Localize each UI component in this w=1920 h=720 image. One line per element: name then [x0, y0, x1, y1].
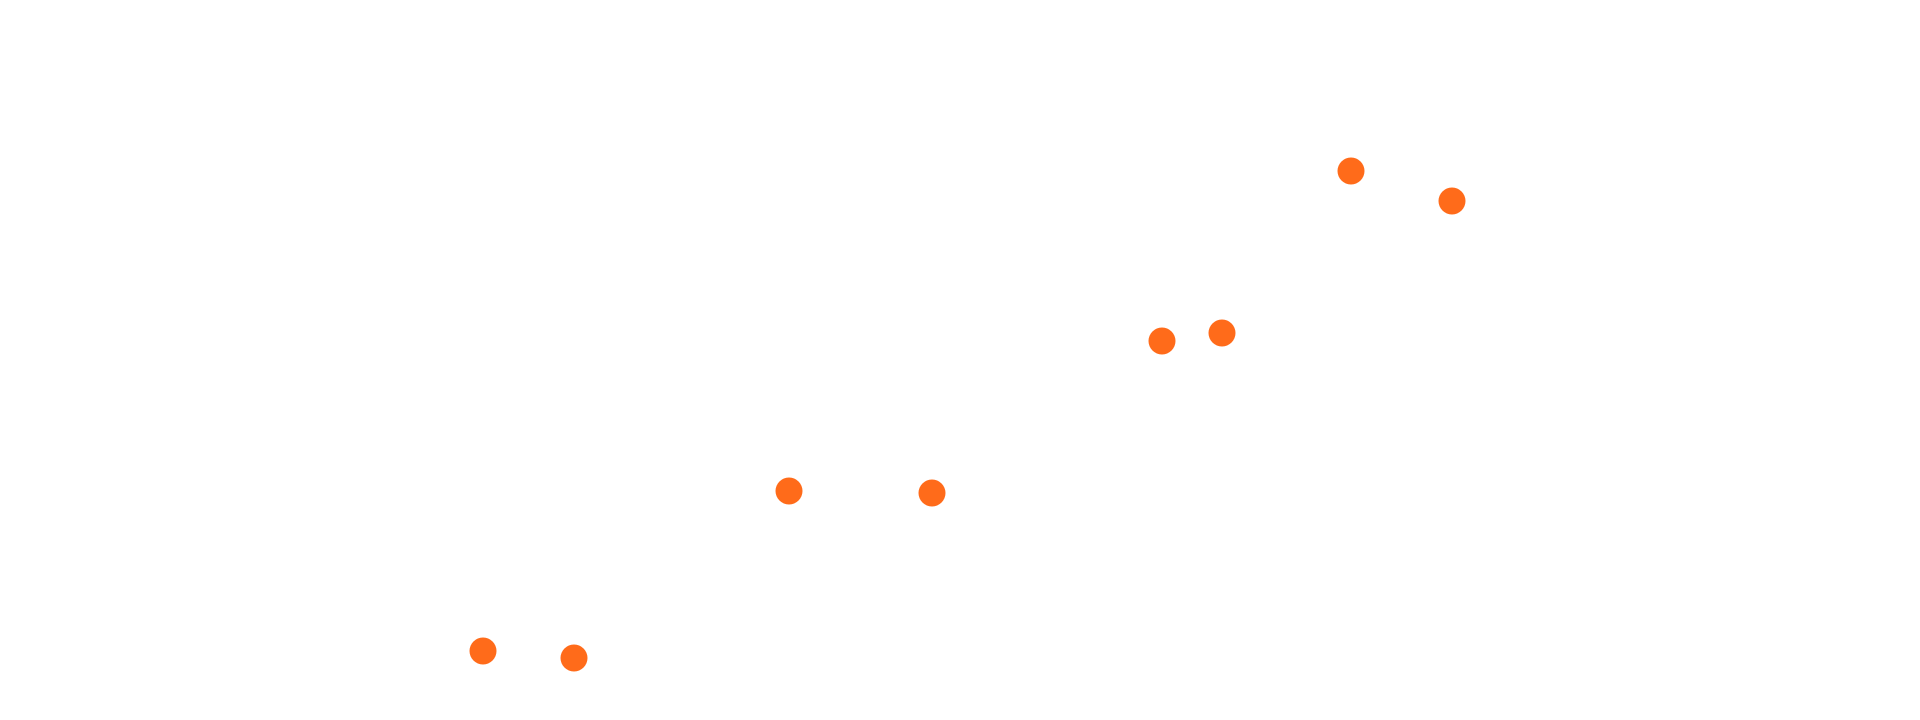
scatter-point-8	[1438, 187, 1466, 215]
scatter-point-3	[775, 477, 803, 505]
scatter-points	[469, 157, 1466, 672]
scatter-point-4	[918, 479, 946, 507]
scatter-point-7	[1337, 157, 1365, 185]
scatter-point-6	[1208, 319, 1236, 347]
scatter-point-2	[560, 644, 588, 672]
scatter-point-5	[1148, 327, 1176, 355]
scatter-point-1	[469, 637, 497, 665]
